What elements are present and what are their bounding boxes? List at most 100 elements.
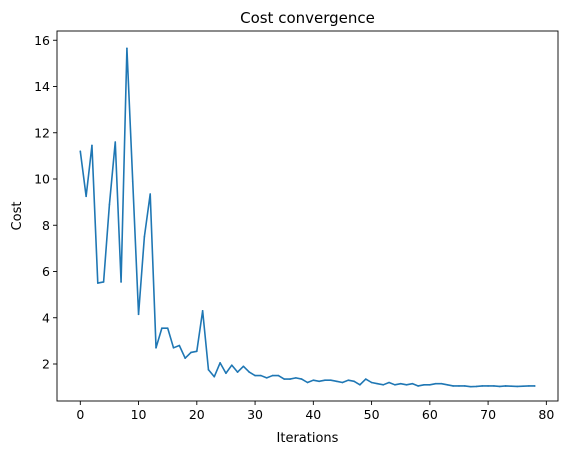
data-point bbox=[364, 378, 367, 380]
data-point bbox=[230, 364, 233, 366]
data-point bbox=[96, 282, 99, 284]
data-point bbox=[516, 385, 519, 388]
x-tick-label: 80 bbox=[538, 407, 554, 422]
data-point bbox=[522, 385, 524, 388]
data-point bbox=[155, 347, 157, 349]
data-point bbox=[108, 203, 111, 206]
data-point bbox=[440, 382, 443, 385]
data-point bbox=[207, 368, 210, 371]
data-point bbox=[446, 384, 449, 386]
data-point bbox=[417, 385, 419, 387]
data-point bbox=[463, 385, 466, 387]
data-point bbox=[137, 313, 140, 316]
y-tick-label: 8 bbox=[42, 218, 50, 233]
data-point bbox=[434, 382, 437, 385]
x-tick-label: 70 bbox=[480, 407, 496, 422]
data-point bbox=[533, 385, 536, 387]
data-point bbox=[382, 384, 385, 386]
data-point bbox=[341, 381, 344, 384]
data-point bbox=[184, 357, 186, 360]
y-tick-label: 16 bbox=[34, 33, 50, 48]
data-point bbox=[487, 385, 489, 387]
data-point bbox=[131, 180, 134, 183]
y-tick-label: 12 bbox=[34, 125, 50, 140]
data-point bbox=[126, 47, 128, 50]
data-point bbox=[324, 379, 326, 381]
data-point bbox=[283, 378, 286, 380]
data-point bbox=[295, 377, 297, 379]
chart-title: Cost convergence bbox=[240, 9, 375, 27]
data-point bbox=[120, 281, 122, 283]
data-point bbox=[143, 236, 146, 238]
data-point bbox=[458, 385, 460, 387]
data-point bbox=[196, 350, 198, 353]
data-point bbox=[190, 351, 192, 354]
data-point bbox=[300, 378, 303, 380]
data-point bbox=[236, 371, 239, 373]
data-point bbox=[306, 381, 309, 384]
data-point bbox=[172, 347, 175, 349]
data-point bbox=[242, 365, 245, 368]
data-point bbox=[271, 374, 274, 377]
data-point bbox=[265, 377, 268, 379]
data-point bbox=[312, 379, 315, 381]
data-point bbox=[376, 382, 379, 385]
x-tick-label: 0 bbox=[76, 407, 84, 422]
data-point bbox=[260, 374, 262, 377]
x-tick-label: 30 bbox=[247, 407, 263, 422]
data-point bbox=[452, 385, 454, 387]
data-point bbox=[254, 374, 256, 377]
y-tick-label: 10 bbox=[34, 172, 50, 187]
data-point bbox=[201, 310, 204, 312]
y-axis-ticks: 2 4 6 8 10 12 14 16 bbox=[34, 33, 57, 372]
data-point bbox=[405, 384, 408, 386]
data-point bbox=[178, 344, 181, 347]
data-point bbox=[353, 380, 355, 383]
data-point bbox=[161, 327, 163, 329]
data-point bbox=[370, 381, 373, 384]
data-point bbox=[225, 372, 227, 375]
data-point bbox=[91, 144, 93, 147]
data-point bbox=[219, 362, 221, 364]
data-point bbox=[399, 382, 402, 385]
data-point bbox=[423, 384, 425, 386]
data-point bbox=[248, 371, 251, 373]
y-tick-label: 4 bbox=[42, 310, 50, 325]
data-point bbox=[493, 385, 495, 387]
data-point bbox=[85, 195, 87, 198]
data-point bbox=[504, 385, 507, 387]
y-tick-label: 6 bbox=[42, 264, 50, 279]
x-tick-label: 40 bbox=[305, 407, 321, 422]
plot-frame bbox=[56, 30, 559, 402]
x-tick-label: 60 bbox=[422, 407, 438, 422]
data-point bbox=[429, 384, 431, 386]
series-points bbox=[79, 47, 536, 388]
data-point bbox=[102, 281, 105, 283]
x-axis-label: Iterations bbox=[277, 431, 339, 446]
data-point bbox=[388, 381, 390, 384]
data-point bbox=[318, 380, 320, 383]
y-tick-label: 14 bbox=[34, 79, 50, 94]
data-point bbox=[289, 378, 291, 380]
x-tick-label: 20 bbox=[189, 407, 205, 422]
data-point bbox=[330, 379, 332, 381]
data-point bbox=[277, 374, 280, 377]
data-point bbox=[347, 379, 350, 381]
data-point bbox=[481, 385, 484, 387]
data-point bbox=[498, 385, 501, 388]
data-point bbox=[359, 384, 361, 386]
plot-area bbox=[57, 31, 558, 401]
data-point bbox=[394, 384, 396, 386]
x-tick-label: 10 bbox=[131, 407, 147, 422]
data-point bbox=[166, 327, 169, 329]
data-point bbox=[411, 382, 414, 385]
data-point bbox=[79, 150, 82, 153]
data-point bbox=[469, 385, 472, 388]
y-tick-label: 2 bbox=[42, 357, 50, 372]
data-point bbox=[510, 385, 513, 388]
data-point bbox=[149, 193, 152, 195]
data-point bbox=[528, 385, 530, 387]
data-point bbox=[335, 380, 338, 383]
data-point bbox=[213, 375, 216, 378]
